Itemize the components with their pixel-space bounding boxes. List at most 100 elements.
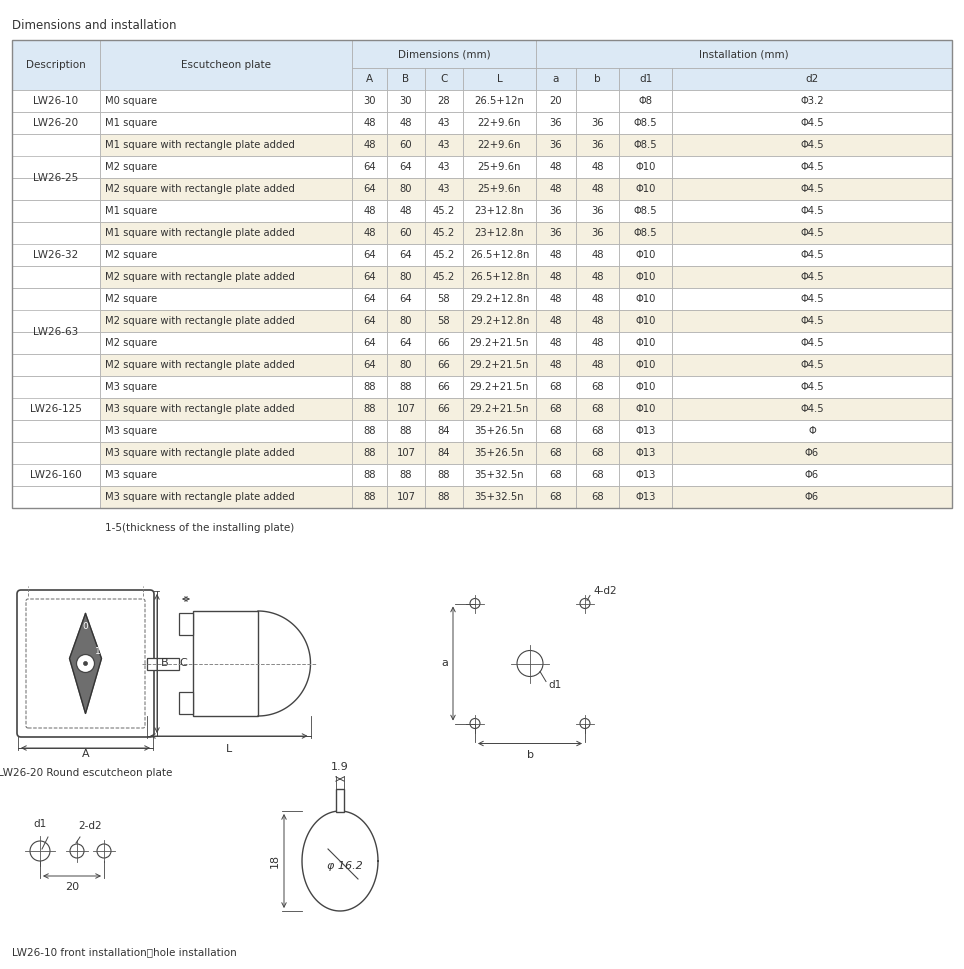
Text: 68: 68 — [591, 470, 603, 480]
Text: a: a — [442, 659, 448, 669]
Bar — [536, 112, 576, 134]
Text: 26.5+12n: 26.5+12n — [474, 96, 524, 106]
Bar — [619, 332, 672, 354]
Text: 30: 30 — [400, 96, 413, 106]
Bar — [12, 244, 100, 266]
Bar — [100, 420, 352, 442]
Text: 22+9.6n: 22+9.6n — [478, 118, 522, 128]
Bar — [352, 310, 387, 332]
Bar — [352, 442, 387, 464]
Bar — [12, 332, 100, 354]
Bar — [672, 244, 952, 266]
Text: 68: 68 — [549, 492, 562, 502]
Bar — [672, 420, 952, 442]
Text: 4-d2: 4-d2 — [593, 586, 617, 597]
Bar — [536, 442, 576, 464]
Bar — [100, 354, 352, 376]
Bar — [100, 112, 352, 134]
Text: b: b — [594, 74, 601, 84]
Bar — [672, 90, 952, 112]
Bar — [387, 398, 425, 420]
Text: 66: 66 — [438, 338, 450, 348]
Text: M0 square: M0 square — [105, 96, 157, 106]
Bar — [463, 244, 536, 266]
Bar — [619, 68, 672, 90]
Bar — [387, 354, 425, 376]
Text: 29.2+21.5n: 29.2+21.5n — [469, 360, 529, 370]
Text: 64: 64 — [400, 250, 413, 260]
Bar — [672, 486, 952, 508]
Text: M2 square with rectangle plate added: M2 square with rectangle plate added — [105, 184, 295, 194]
Text: Φ10: Φ10 — [635, 272, 656, 282]
Text: 1-5(thickness of the installing plate): 1-5(thickness of the installing plate) — [105, 523, 295, 533]
Text: φ 16.2: φ 16.2 — [327, 861, 362, 871]
Bar — [536, 68, 576, 90]
Bar — [352, 222, 387, 244]
Bar — [387, 310, 425, 332]
Text: d1: d1 — [639, 74, 652, 84]
Text: 20: 20 — [549, 96, 562, 106]
Text: 64: 64 — [400, 294, 413, 304]
Bar — [536, 398, 576, 420]
Text: Φ10: Φ10 — [635, 404, 656, 414]
Bar — [352, 376, 387, 398]
Bar — [100, 222, 352, 244]
Text: 48: 48 — [549, 294, 562, 304]
Text: Φ4.5: Φ4.5 — [800, 404, 824, 414]
Bar — [536, 40, 952, 68]
Text: 45.2: 45.2 — [433, 206, 455, 216]
Text: 88: 88 — [363, 492, 376, 502]
Bar — [352, 420, 387, 442]
Text: Description: Description — [26, 60, 86, 70]
Text: 22+9.6n: 22+9.6n — [478, 140, 522, 150]
Bar — [352, 464, 387, 486]
Bar — [12, 398, 100, 420]
Circle shape — [30, 841, 50, 861]
Text: Φ6: Φ6 — [805, 492, 819, 502]
Text: 43: 43 — [438, 184, 450, 194]
Text: Φ4.5: Φ4.5 — [800, 184, 824, 194]
Bar — [536, 200, 576, 222]
Bar — [12, 266, 100, 288]
Bar — [12, 222, 100, 288]
Text: 84: 84 — [438, 448, 450, 458]
Text: 48: 48 — [549, 162, 562, 172]
Text: LW26-25: LW26-25 — [34, 173, 79, 183]
Text: 88: 88 — [400, 382, 413, 392]
Text: LW26-20 Round escutcheon plate: LW26-20 Round escutcheon plate — [0, 768, 173, 778]
Bar — [100, 376, 352, 398]
Text: 35+32.5n: 35+32.5n — [474, 470, 524, 480]
Text: 25+9.6n: 25+9.6n — [478, 162, 522, 172]
Bar — [463, 398, 536, 420]
Text: Φ4.5: Φ4.5 — [800, 338, 824, 348]
Bar — [100, 398, 352, 420]
Bar — [12, 134, 100, 222]
Bar — [425, 200, 463, 222]
Text: 64: 64 — [400, 162, 413, 172]
Bar — [12, 376, 100, 442]
Bar — [576, 266, 619, 288]
Bar — [179, 613, 193, 635]
Bar — [100, 90, 352, 112]
Text: Φ4.5: Φ4.5 — [800, 250, 824, 260]
Bar — [463, 178, 536, 200]
Bar — [536, 222, 576, 244]
Text: 64: 64 — [400, 338, 413, 348]
Text: Φ10: Φ10 — [635, 338, 656, 348]
Text: 26.5+12.8n: 26.5+12.8n — [469, 250, 529, 260]
Bar — [672, 200, 952, 222]
Text: M2 square: M2 square — [105, 338, 157, 348]
Bar — [672, 156, 952, 178]
Bar — [352, 112, 387, 134]
Text: d2: d2 — [805, 74, 818, 84]
Bar — [425, 222, 463, 244]
Text: Φ4.5: Φ4.5 — [800, 382, 824, 392]
Text: 45.2: 45.2 — [433, 250, 455, 260]
Bar — [12, 464, 100, 486]
Text: Escutcheon plate: Escutcheon plate — [181, 60, 271, 70]
Text: 88: 88 — [400, 426, 413, 436]
Text: 48: 48 — [400, 118, 413, 128]
Bar — [352, 266, 387, 288]
Text: 48: 48 — [591, 272, 603, 282]
Bar — [576, 464, 619, 486]
